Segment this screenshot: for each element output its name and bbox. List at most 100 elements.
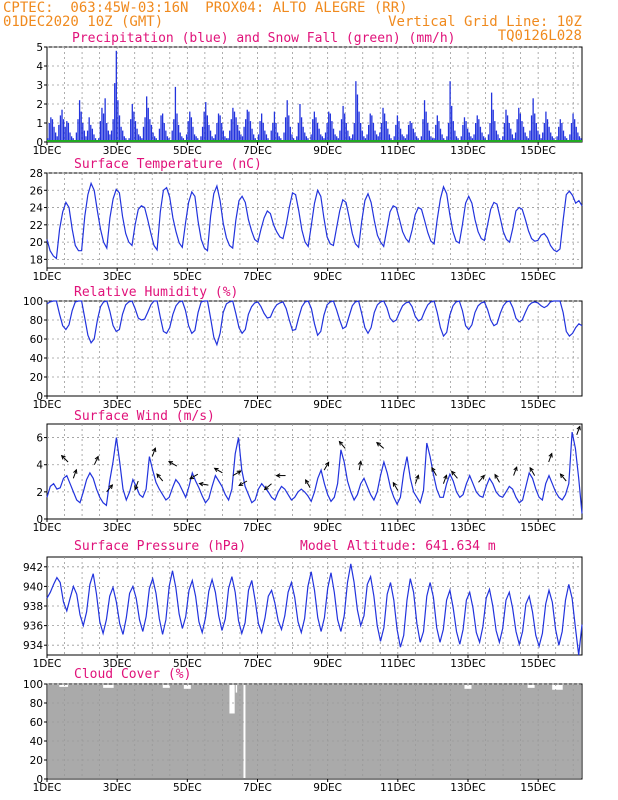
precip-bar — [361, 130, 363, 142]
precip-bar — [147, 107, 149, 142]
x-tick-label: 3DEC — [103, 782, 132, 794]
x-tick-label: 9DEC — [313, 782, 342, 794]
x-tick-label: 15DEC — [520, 145, 555, 157]
precip-bar — [134, 121, 137, 142]
y-tick-label: 0 — [36, 774, 43, 786]
precip-bar — [91, 128, 94, 142]
precip-bar — [401, 134, 403, 142]
panel-title: Surface Temperature (nC) — [74, 157, 262, 172]
precip-bar — [511, 134, 514, 142]
precip-bar — [219, 115, 221, 142]
precip-bar — [535, 123, 537, 142]
precip-bar — [229, 130, 231, 142]
precip-bar — [82, 123, 84, 142]
precip-bar — [248, 111, 250, 142]
panel-title: Relative Humidity (%) — [74, 285, 238, 300]
precip-bar — [165, 130, 167, 142]
precip-bar — [118, 115, 121, 142]
precip-bar — [221, 123, 223, 142]
precip-bar — [205, 102, 207, 142]
precip-bar — [336, 136, 338, 142]
precip-bar — [201, 126, 204, 142]
precip-bar — [115, 50, 117, 142]
precip-bar — [398, 121, 400, 142]
x-tick-label: 7DEC — [243, 399, 272, 411]
precip-bar — [516, 119, 518, 142]
precip-bar — [352, 134, 354, 142]
precip-bar — [399, 128, 402, 142]
precip-bar — [253, 134, 255, 142]
precip-bar — [112, 119, 114, 142]
precip-bar — [420, 136, 422, 142]
y-tick-label: 18 — [30, 254, 43, 266]
precip-bar — [300, 117, 303, 142]
precip-bar — [439, 128, 442, 142]
wind-arrow-head — [494, 473, 499, 479]
wind-arrow — [61, 455, 69, 463]
precip-bar — [276, 132, 279, 142]
precip-bar — [243, 126, 245, 142]
precip-bar — [340, 119, 343, 142]
wind-arrow — [305, 479, 311, 489]
precip-bar — [353, 123, 355, 142]
precip-bar — [104, 98, 106, 142]
precip-bar — [546, 119, 549, 142]
wind-arrow-head — [198, 481, 204, 487]
precip-bar — [366, 134, 368, 142]
x-tick-label: 5DEC — [173, 399, 202, 411]
precip-bar — [120, 126, 122, 142]
x-tick-label: 1DEC — [33, 658, 62, 670]
precip-bar — [478, 119, 480, 142]
y-tick-label: 940 — [23, 581, 43, 593]
precip-bar — [329, 113, 331, 142]
precip-bar — [251, 128, 253, 142]
wind-arrow — [478, 475, 485, 483]
x-tick-label: 7DEC — [243, 658, 272, 670]
y-tick-label: 2 — [36, 487, 43, 499]
precip-bar — [114, 83, 116, 142]
precip-bar — [388, 134, 391, 142]
precip-bar — [158, 128, 161, 142]
x-tick-label: 15DEC — [520, 271, 555, 283]
precip-bar — [150, 124, 153, 142]
cloud-gap — [552, 685, 563, 690]
precip-bar — [161, 113, 164, 142]
precip-bar — [163, 123, 165, 142]
panel-title: Surface Wind (m/s) — [74, 409, 215, 424]
precip-bar — [90, 124, 92, 142]
wind-arrow — [214, 467, 223, 474]
precip-bar — [526, 136, 528, 142]
precip-bar — [521, 121, 523, 142]
precip-bar — [393, 136, 395, 142]
x-tick-label: 9DEC — [313, 399, 342, 411]
panel-cloud: 0 20 40 60 80 100 1DEC 3DEC 5DEC 7DEC 9DEC 11DEC 13D… — [23, 667, 583, 794]
y-tick-label: 3 — [36, 80, 43, 92]
precip-bar — [326, 123, 328, 142]
wind-arrow — [189, 473, 199, 480]
precip-bar — [463, 117, 466, 142]
precip-bar — [522, 126, 525, 142]
precip-bar — [497, 134, 499, 142]
precip-bar — [176, 113, 178, 142]
panel-wind: 0 2 4 6 1DEC 3DEC 5DEC 7DEC 9DEC 11DEC 13DEC 15DEC S… — [33, 409, 583, 534]
precip-bar — [58, 124, 60, 142]
y-tick-label: 0 — [36, 137, 43, 149]
precip-bar — [83, 130, 86, 142]
precip-bar — [537, 130, 539, 142]
y-tick-label: 936 — [23, 621, 43, 633]
precip-bar — [574, 119, 576, 142]
x-tick-label: 1DEC — [33, 399, 62, 411]
precip-bar — [411, 123, 413, 142]
precip-bar — [93, 134, 95, 142]
precip-bar — [110, 130, 113, 142]
y-tick-label: 942 — [23, 562, 43, 574]
plot-frame — [46, 300, 583, 397]
panel-temperature: 18 20 22 24 26 28 1DEC 3DEC 5DEC 7DEC 9DEC 11DEC 13D… — [30, 157, 583, 283]
precip-bar — [206, 115, 208, 142]
precip-bar — [542, 132, 544, 142]
precip-bar — [324, 132, 327, 142]
wind-arrow — [156, 473, 164, 482]
precip-bar — [403, 136, 405, 142]
wind-arrow — [548, 453, 553, 463]
precip-bar — [334, 134, 336, 142]
